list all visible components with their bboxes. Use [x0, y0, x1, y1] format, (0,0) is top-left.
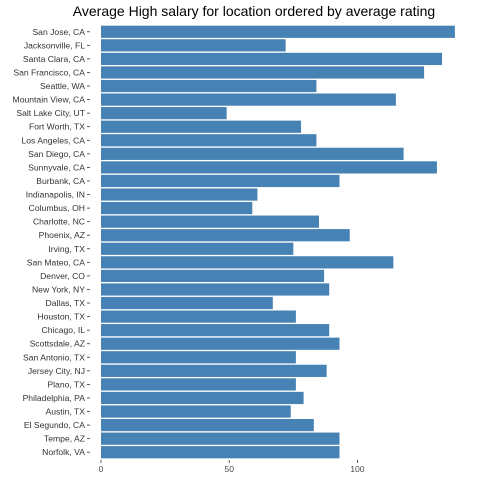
bar-4	[101, 79, 317, 93]
bar-19	[101, 283, 330, 296]
y-tick-label: El Segundo, CA	[24, 420, 85, 430]
y-tick-label: San Francisco, CA	[13, 67, 85, 77]
y-tick-label: Charlotte, NC	[33, 217, 85, 227]
y-tick-label: Plano, TX	[47, 379, 85, 389]
y-tick-label: Santa Clara, CA	[23, 54, 85, 64]
bar-25	[101, 364, 327, 377]
y-tick-label: San Jose, CA	[32, 27, 85, 37]
bar-18	[101, 269, 325, 283]
y-axis: San Jose, CA Jacksonville, FL Santa Clara,…	[13, 27, 90, 457]
bar-2	[101, 52, 443, 66]
bar-13	[101, 201, 253, 215]
y-tick-label: Mountain View, CA	[13, 95, 86, 105]
bar-3	[101, 66, 425, 79]
bars-group	[101, 25, 455, 459]
y-tick-label: Jacksonville, FL	[24, 40, 85, 50]
y-tick-label: San Mateo, CA	[27, 257, 86, 267]
y-tick-label: Fort Worth, TX	[29, 122, 85, 132]
chart-title: Average High salary for location ordered…	[73, 3, 435, 19]
bar-23	[101, 337, 340, 350]
y-tick-label: Houston, TX	[37, 312, 85, 322]
y-tick-label: Salt Lake City, UT	[16, 108, 85, 118]
bar-7	[101, 120, 302, 133]
y-tick-label: Columbus, OH	[29, 203, 85, 213]
bar-31	[101, 446, 340, 459]
x-tick-label: 0	[99, 464, 104, 474]
y-tick-label: Scottsdale, AZ	[30, 339, 85, 349]
x-tick-label: 50	[224, 464, 234, 474]
y-tick-label: Tempe, AZ	[44, 434, 85, 444]
y-tick-label: Indianapolis, IN	[26, 190, 85, 200]
y-tick-label: Phoenix, AZ	[39, 230, 85, 240]
y-tick-label: San Antonio, TX	[23, 352, 85, 362]
x-axis: 0 50 100	[99, 460, 365, 474]
y-tick-label: Philadelphia, PA	[23, 393, 86, 403]
bar-6	[101, 107, 227, 120]
y-tick-label: San Diego, CA	[28, 149, 85, 159]
bar-14	[101, 215, 319, 228]
bar-24	[101, 351, 296, 364]
bar-30	[101, 432, 340, 445]
bar-0	[101, 25, 455, 38]
bar-27	[101, 391, 304, 405]
y-tick-label: Denver, CO	[40, 271, 85, 281]
bar-12	[101, 188, 258, 201]
bar-1	[101, 39, 286, 52]
bar-8	[101, 134, 317, 147]
bar-10	[101, 161, 437, 174]
y-tick-label: Chicago, IL	[42, 325, 86, 335]
y-tick-label: Irving, TX	[48, 244, 85, 254]
bar-16	[101, 242, 294, 255]
bar-29	[101, 418, 314, 432]
y-tick-label: Burbank, CA	[36, 176, 85, 186]
bar-21	[101, 310, 296, 323]
bar-20	[101, 296, 273, 310]
y-tick-label: Norfolk, VA	[42, 447, 85, 457]
y-tick-label: Sunnyvale, CA	[28, 162, 85, 172]
y-tick-label: Dallas, TX	[46, 298, 86, 308]
x-tick-label: 100	[350, 464, 365, 474]
bar-22	[101, 324, 330, 337]
bar-9	[101, 147, 404, 160]
y-tick-label: Jersey City, NJ	[28, 366, 85, 376]
bar-28	[101, 405, 291, 418]
y-tick-label: Seattle, WA	[40, 81, 85, 91]
bar-26	[101, 378, 296, 391]
bar-15	[101, 229, 350, 242]
y-tick-label: New York, NY	[32, 284, 85, 294]
y-tick-label: Los Angeles, CA	[21, 135, 85, 145]
bar-11	[101, 174, 340, 188]
bar-17	[101, 256, 394, 269]
bar-5	[101, 93, 396, 106]
y-tick-label: Austin, TX	[46, 407, 86, 417]
